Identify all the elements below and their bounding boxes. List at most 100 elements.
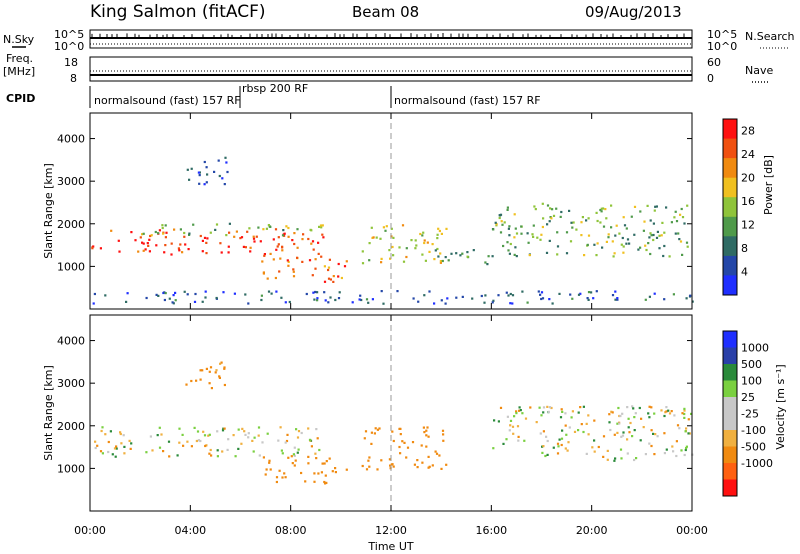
- scatter-cell-0: [321, 233, 324, 236]
- scatter-cell-7: [616, 298, 619, 301]
- scatter-cell-0: [115, 445, 118, 448]
- scatter-cell-4: [506, 415, 509, 418]
- power-colorbar-swatch: [723, 255, 737, 276]
- scatter-cell-4: [519, 409, 522, 412]
- scatter-cell-4: [618, 422, 621, 425]
- scatter-cell-3: [337, 275, 340, 278]
- scatter-cell-0: [280, 449, 283, 452]
- scatter-cell-4: [665, 410, 668, 413]
- scatter-cell-4: [648, 416, 651, 419]
- scatter-cell-2: [307, 455, 310, 458]
- scatter-cell-1: [179, 228, 182, 231]
- scatter-cell-4: [419, 232, 422, 236]
- scatter-cell-5: [466, 255, 469, 258]
- scatter-cell-6: [605, 217, 608, 220]
- scatter-cell-0: [205, 252, 208, 255]
- scatter-cell-0: [119, 431, 122, 434]
- scatter-cell-2: [205, 181, 208, 184]
- scatter-cell-6: [507, 249, 510, 252]
- velocity-colorbar-swatch: [723, 331, 737, 348]
- scatter-cell-0: [119, 432, 122, 436]
- scatter-cell-3: [425, 434, 428, 437]
- scatter-cell-4: [593, 450, 596, 453]
- scatter-cell-4: [620, 457, 623, 460]
- scatter-cell-6: [622, 245, 625, 248]
- scatter-cell-0: [182, 444, 185, 447]
- scatter-cell-7: [505, 291, 508, 294]
- scatter-cell-4: [585, 422, 588, 425]
- scatter-cell-0: [128, 439, 131, 442]
- scatter-cell-6: [502, 244, 505, 248]
- scatter-cell-4: [627, 417, 630, 420]
- scatter-cell-0: [113, 447, 117, 450]
- y-tick-label: 1000: [57, 462, 85, 475]
- scatter-cell-1: [157, 232, 160, 235]
- scatter-cell-0: [281, 246, 284, 249]
- scatter-cell-6: [615, 224, 618, 227]
- scatter-cell-7: [351, 301, 354, 304]
- y-tick-label: 3000: [57, 377, 85, 390]
- scatter-cell-4: [405, 255, 408, 259]
- scatter-cell-4: [690, 412, 693, 415]
- scatter-cell-4: [621, 434, 625, 437]
- power-colorbar-tick: 8: [741, 242, 748, 255]
- scatter-cell-4: [392, 236, 395, 239]
- scatter-cell-4: [650, 406, 653, 409]
- scatter-cell-0: [123, 452, 126, 455]
- scatter-cell-1: [192, 223, 195, 226]
- scatter-cell-0: [279, 426, 282, 429]
- scatter-cell-7: [433, 302, 436, 305]
- scatter-cell-2: [205, 166, 208, 169]
- scatter-cell-6: [572, 221, 575, 224]
- scatter-cell-3: [279, 257, 282, 260]
- scatter-cell-7: [480, 294, 483, 298]
- scatter-cell-0: [137, 250, 140, 253]
- scatter-cell-0: [118, 250, 121, 253]
- scatter-cell-4: [564, 424, 567, 427]
- scatter-cell-7: [586, 297, 589, 300]
- scatter-cell-7: [511, 294, 515, 297]
- scatter-cell-7: [548, 298, 551, 301]
- scatter-cell-6: [586, 243, 589, 246]
- scatter-cell-4: [611, 411, 614, 414]
- scatter-cell-3: [287, 264, 290, 267]
- scatter-cell-4: [663, 452, 666, 455]
- scatter-cell-3: [272, 258, 275, 261]
- scatter-cell-5: [447, 259, 450, 262]
- scatter-cell-0: [203, 434, 207, 437]
- velocity-colorbar-tick: -25: [741, 408, 759, 421]
- scatter-cell-0: [164, 236, 167, 239]
- scatter-cell-3: [416, 459, 419, 462]
- scatter-cell-0: [94, 446, 97, 450]
- scatter-cell-1: [199, 378, 202, 381]
- power-colorbar-tick: 4: [741, 266, 748, 279]
- scatter-cell-7: [280, 296, 283, 299]
- scatter-cell-6: [646, 204, 649, 207]
- scatter-cell-0: [184, 243, 187, 246]
- scatter-cell-4: [402, 260, 406, 263]
- scatter-cell-0: [295, 428, 298, 431]
- scatter-cell-0: [204, 444, 207, 448]
- scatter-cell-4: [631, 405, 634, 408]
- scatter-cell-3: [442, 439, 445, 442]
- y-tick-label: 3000: [57, 175, 85, 188]
- scatter-cell-0: [249, 246, 252, 249]
- scatter-cell-7: [396, 290, 399, 293]
- scatter-cell-2: [307, 462, 310, 465]
- scatter-cell-0: [307, 427, 310, 430]
- scatter-cell-0: [293, 242, 296, 246]
- scatter-cell-4: [668, 412, 672, 415]
- scatter-cell-0: [151, 449, 154, 452]
- scatter-cell-3: [388, 458, 391, 461]
- scatter-cell-4: [372, 236, 375, 239]
- scatter-cell-6: [581, 216, 584, 219]
- x-tick-label: 16:00: [475, 524, 507, 537]
- scatter-cell-4: [389, 257, 392, 260]
- scatter-cell-0: [242, 245, 245, 248]
- scatter-cell-4: [571, 410, 574, 413]
- scatter-cell-2: [217, 159, 220, 162]
- scatter-cell-6: [655, 236, 659, 239]
- nsky-bottom-label: 10^0: [54, 40, 84, 53]
- scatter-cell-4: [561, 429, 564, 432]
- power-colorbar-label: Power [dB]: [762, 155, 775, 215]
